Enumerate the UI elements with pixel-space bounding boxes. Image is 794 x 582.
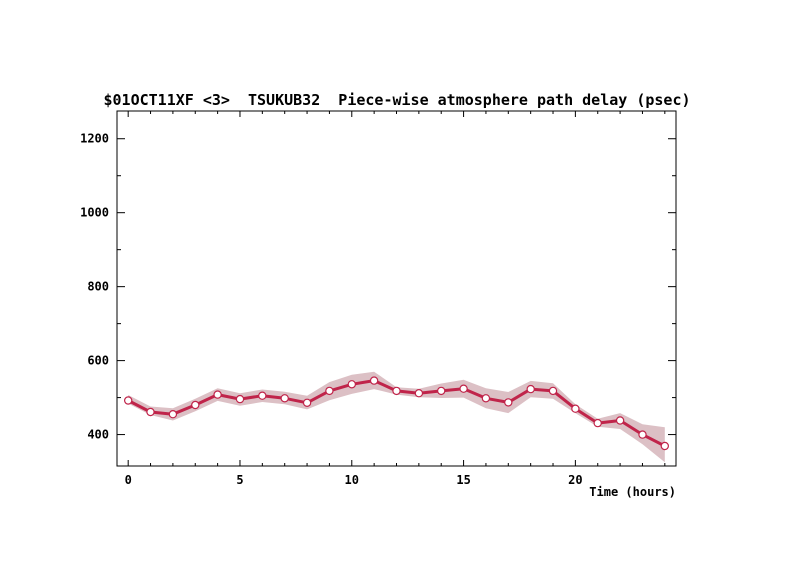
data-point [571, 404, 580, 413]
data-point [526, 384, 535, 394]
chart-title: $01OCT11XF <3> TSUKUB32 Piece-wise atmos… [104, 91, 691, 109]
data-point [168, 410, 178, 419]
data-point [660, 441, 670, 451]
data-point [638, 430, 647, 439]
y-tick-label: 600 [87, 354, 109, 368]
data-point [459, 384, 468, 393]
y-tick-label: 1000 [80, 206, 109, 220]
x-tick-label: 15 [456, 473, 470, 487]
error-band [128, 371, 665, 463]
data-point [347, 380, 356, 389]
axes: 0 5 10 15 20 400 600 800 1000 1200 [80, 110, 677, 487]
data-point [437, 386, 446, 396]
data-point [325, 386, 334, 396]
data-point [258, 391, 267, 400]
data-point [146, 407, 155, 417]
data-point [302, 398, 312, 407]
data-point [414, 389, 424, 398]
data-point [481, 394, 491, 403]
x-tick-label: 0 [125, 473, 132, 487]
x-tick-label: 5 [236, 473, 243, 487]
data-point [123, 396, 133, 405]
data-point [213, 390, 222, 399]
data-point [392, 386, 401, 396]
x-tick-label: 20 [568, 473, 582, 487]
data-point [369, 376, 379, 385]
plot-frame [116, 110, 677, 467]
y-tick-label: 1200 [80, 132, 109, 146]
y-tick-label: 800 [87, 280, 109, 294]
data-point [280, 394, 289, 403]
error-band-layer [128, 371, 665, 463]
x-tick-label: 10 [345, 473, 359, 487]
series-layer [123, 376, 670, 451]
data-point [191, 400, 200, 410]
data-point [235, 394, 245, 404]
data-point [593, 418, 602, 428]
data-point [504, 398, 513, 407]
data-point [548, 386, 558, 396]
x-axis-label: Time (hours) [589, 485, 676, 499]
y-tick-label: 400 [87, 428, 109, 442]
data-point [615, 416, 625, 425]
